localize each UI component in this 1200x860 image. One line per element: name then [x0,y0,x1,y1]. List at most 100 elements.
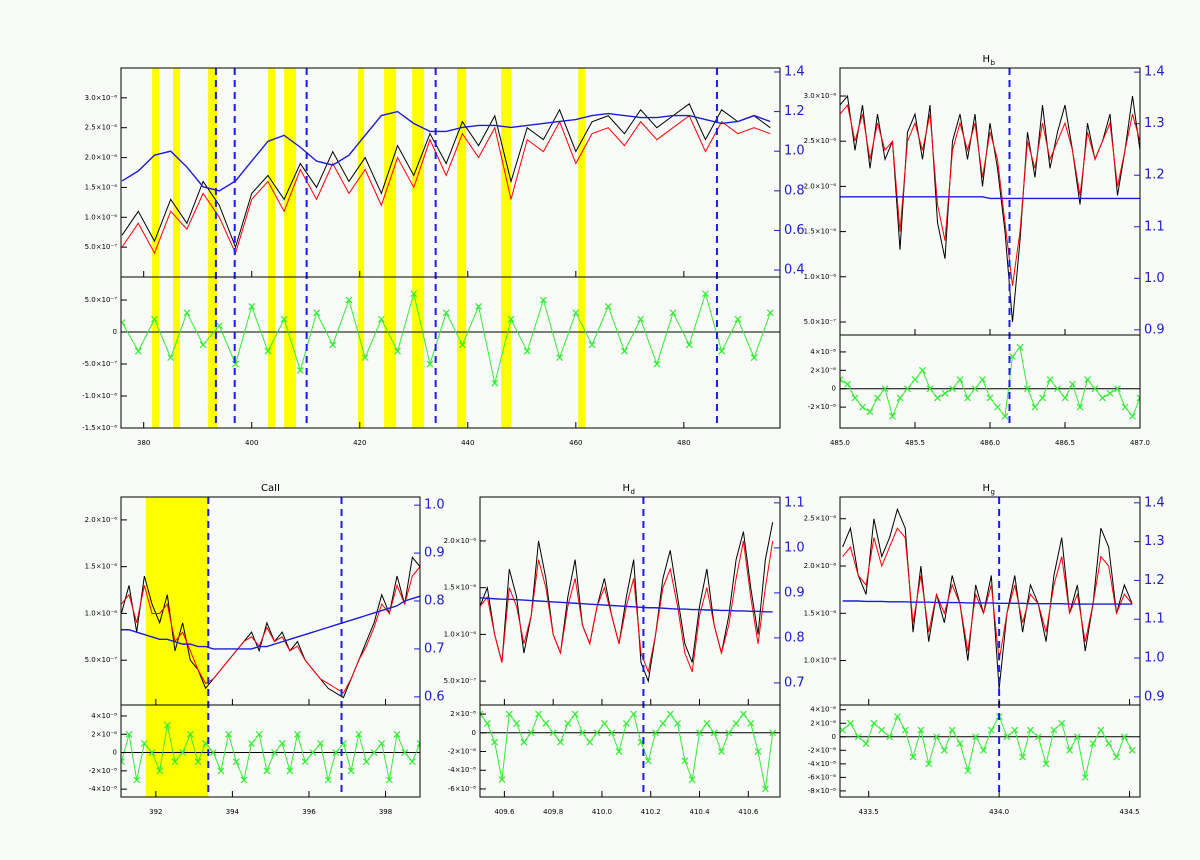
residual-frame [120,704,421,798]
continuum-line [840,196,1140,200]
residual-point [1011,726,1019,734]
x-tick-label: 487.0 [1130,439,1150,447]
residual-point [688,776,696,784]
residual-point [718,347,726,355]
residual-point [171,758,179,766]
residual-point [186,730,194,738]
residual-point [844,380,851,388]
residual-point [696,729,703,737]
residual-point [332,749,340,756]
plot-frame [120,67,781,278]
residual-point [652,729,660,737]
residual-tick-label: 4×10⁻⁸ [91,712,117,720]
x-tick-label: 434.0 [989,808,1009,816]
residual-point [483,720,491,727]
x-tick-label: 485.0 [830,439,850,447]
residual-point [949,385,956,393]
residual-point [194,758,202,766]
mask-band [412,68,425,428]
y-tick-label: 2.5×10⁻⁶ [804,515,837,523]
residual-point [1016,343,1024,351]
y2-tick-label: 1.0 [784,144,805,159]
residual-point [458,341,466,349]
mask-band [208,68,218,428]
residual-tick-label: 2×10⁻⁸ [810,719,836,727]
residual-line [121,291,771,384]
residual-point [255,730,263,738]
x-tick-label: 409.6 [494,808,515,816]
y2-tick-label: 1.3 [1144,534,1165,549]
x-tick-label: 380 [137,439,150,447]
residual-point [280,315,288,323]
residual-point [513,720,521,727]
residual-point [1001,412,1009,420]
residual-point [163,721,171,729]
y2-tick-label: 0.8 [424,594,445,609]
residual-point [377,315,385,323]
residual-point [866,408,874,416]
residual-point [240,776,248,784]
residual-point [167,354,175,362]
y-tick-label: 1.5×10⁻⁶ [804,228,837,236]
residual-point [505,710,513,718]
residual-point [637,315,645,323]
x-tick-label: 486.5 [1055,439,1075,447]
y-tick-label: 2.0×10⁻⁶ [85,154,118,162]
plot-frame [479,496,781,706]
mask-band [284,68,297,428]
residual-point [507,315,515,323]
residual-point [979,376,986,383]
residual-point [232,360,239,368]
residual-point [378,739,386,747]
spectrum-line [121,566,420,694]
mask-band [501,68,512,428]
residual-point [769,729,777,737]
y-tick-label: 2.0×10⁻⁶ [804,182,837,190]
residual-point [964,394,971,402]
residual-point [732,720,740,727]
residual-tick-label: 0 [832,385,836,393]
residual-point [408,758,416,766]
residual-point [956,376,964,383]
residual-point [919,366,926,374]
panel-title: H [622,483,630,494]
residual-point [156,767,164,775]
panel: 409.6 409.8 410.0 410.2 410.4 410.6 5.0×10⁻⁷ 1.… [444,483,805,816]
y2-tick-label: 0.6 [424,689,445,704]
residual-tick-label: -8×10⁻⁸ [808,787,836,795]
residual-point [248,739,255,747]
residual-point [941,389,949,397]
residual-tick-label: -5.0×10⁻⁷ [82,360,117,368]
panel: 380 400 420 440 460 480 5.0×10⁻⁷ 1.0×10⁻⁶ 1.5×10… [82,64,805,447]
residual-point [286,767,294,775]
residual-point [401,749,409,756]
residual-point [148,749,156,756]
residual-tick-label: -6×10⁻⁸ [448,785,476,793]
spectrum-line [480,522,774,684]
residual-point [911,376,919,383]
y-tick-label: 1.5×10⁻⁶ [85,563,118,571]
residual-point [416,739,420,747]
x-tick-label: 394 [226,808,240,816]
y2-tick-label: 0.8 [784,183,805,198]
x-tick-label: 485.5 [905,439,925,447]
continuum-line [121,595,420,650]
panel-title: H [982,54,990,65]
residual-point [1084,376,1091,383]
residual-line [121,725,420,782]
residual-point [1081,773,1089,781]
residual-point [674,720,681,727]
x-tick-label: 440 [461,439,474,447]
residual-point [527,729,535,737]
residual-point [345,296,353,304]
residual-point [125,730,133,738]
residual-point [948,726,956,734]
residual-point [710,729,718,737]
residual-point [271,749,278,756]
residual-point [535,710,542,718]
y2-tick-label: 1.4 [1144,65,1165,80]
residual-frame [839,334,1141,429]
residual-point [393,730,401,738]
x-tick-label: 410.6 [738,808,759,816]
residual-point [549,729,557,737]
